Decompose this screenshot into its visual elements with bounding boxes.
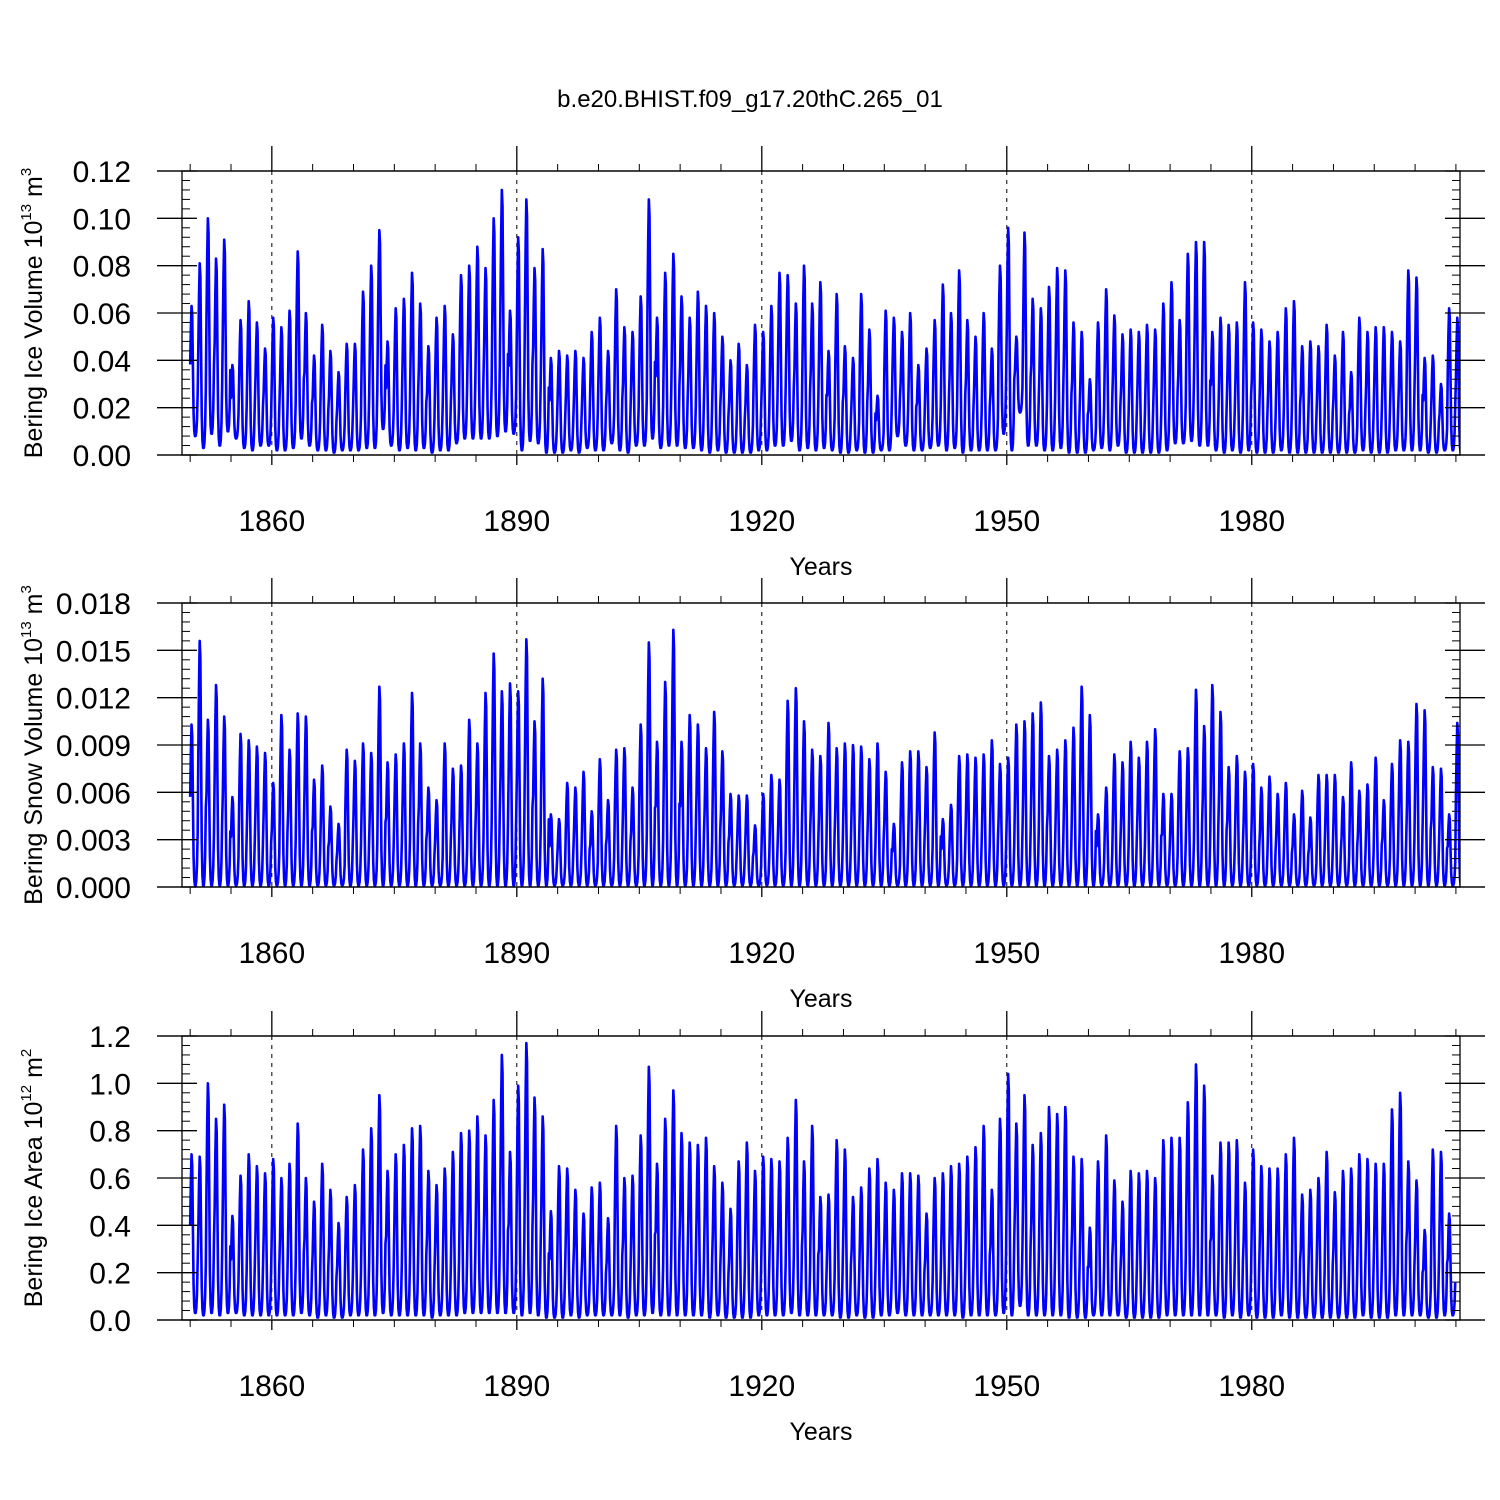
chart-panel-1: 1860 1890 1920 1950 1980 0.00 0.02 0.04 0.06 0.08… — [18, 146, 1485, 581]
data-series-line — [188, 188, 1460, 454]
y-tick-label: 0.000 — [56, 872, 131, 905]
y-tick-label: 0.018 — [56, 588, 131, 621]
y-axis-title: Bering Ice Volume 1013 m3 — [18, 168, 48, 458]
y-tick-label: 1.0 — [89, 1068, 131, 1101]
y-tick-label: 0.00 — [73, 440, 131, 473]
y-tick-label: 1.2 — [89, 1021, 131, 1054]
y-tick-label: 0.06 — [73, 298, 131, 331]
x-tick-label: 1950 — [973, 1370, 1040, 1403]
x-tick-label: 1890 — [483, 1370, 550, 1403]
y-tick-label: 0.04 — [73, 345, 131, 378]
chart-panel-3: 1860 1890 1920 1950 1980 0.0 0.2 0.4 0.6 0.8 1.0 1.… — [18, 1011, 1485, 1446]
x-tick-label: 1920 — [728, 505, 795, 538]
x-tick-label: 1890 — [483, 937, 550, 970]
y-tick-label: 0.2 — [89, 1258, 131, 1291]
chart-panel-2: 1860 1890 1920 1950 1980 0.000 0.003 0.006 0.009… — [18, 578, 1485, 1013]
x-axis-title: Years — [789, 985, 852, 1013]
x-tick-label: 1950 — [973, 937, 1040, 970]
y-axis-title: Bering Snow Volume 1013 m3 — [18, 585, 48, 905]
y-tick-label: 0.015 — [56, 635, 131, 668]
data-series-line — [188, 1041, 1457, 1319]
x-axis-title: Years — [789, 1418, 852, 1446]
y-axis-title: Bering Ice Area 1012 m2 — [18, 1049, 48, 1308]
y-tick-label: 0.0 — [89, 1305, 131, 1338]
x-axis-title: Years — [789, 553, 852, 581]
x-tick-label: 1980 — [1218, 937, 1285, 970]
y-tick-label: 0.003 — [56, 825, 131, 858]
y-tick-label: 0.12 — [73, 156, 131, 189]
x-tick-label: 1860 — [238, 937, 305, 970]
x-tick-label: 1860 — [238, 505, 305, 538]
data-series-line — [188, 628, 1460, 887]
x-tick-label: 1980 — [1218, 1370, 1285, 1403]
y-tick-label: 0.10 — [73, 203, 131, 236]
y-tick-label: 0.4 — [89, 1210, 131, 1243]
y-tick-label: 0.006 — [56, 777, 131, 810]
x-tick-label: 1950 — [973, 505, 1040, 538]
y-tick-label: 0.6 — [89, 1163, 131, 1196]
x-tick-label: 1920 — [728, 1370, 795, 1403]
x-tick-label: 1890 — [483, 505, 550, 538]
y-tick-label: 0.8 — [89, 1116, 131, 1149]
x-tick-label: 1920 — [728, 937, 795, 970]
figure-title: b.e20.BHIST.f09_g17.20thC.265_01 — [557, 86, 943, 113]
y-tick-label: 0.009 — [56, 730, 131, 763]
y-tick-label: 0.02 — [73, 393, 131, 426]
x-tick-label: 1980 — [1218, 505, 1285, 538]
y-tick-label: 0.012 — [56, 683, 131, 716]
y-tick-label: 0.08 — [73, 251, 131, 284]
x-tick-label: 1860 — [238, 1370, 305, 1403]
